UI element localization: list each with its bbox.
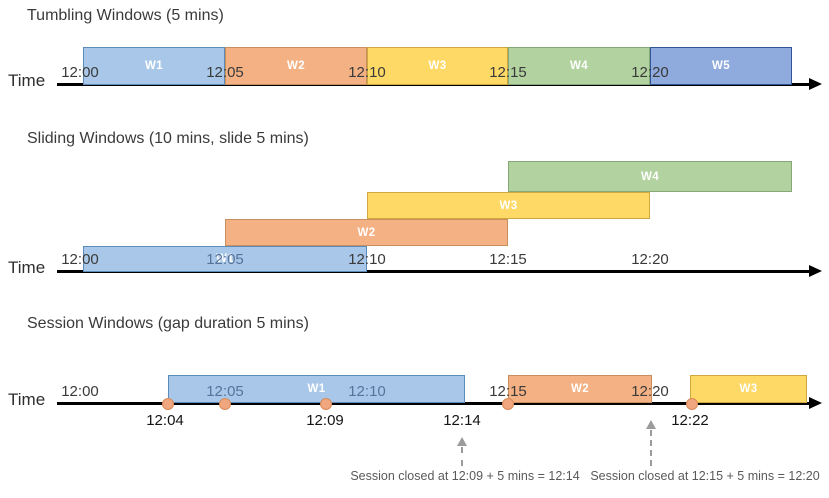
sliding-time-axis-label: Time	[8, 258, 46, 277]
session-event-dot-12-05	[219, 398, 231, 410]
session-event-label-12-14: 12:14	[443, 412, 481, 429]
session-event-label-12-04: 12:04	[146, 412, 184, 429]
sliding-tick-12-00: 12:00	[61, 251, 99, 268]
sliding-window-w2: W2	[225, 219, 508, 246]
tumbling-tick-12-20: 12:20	[631, 64, 669, 81]
tumbling-window-w5-label: W5	[711, 60, 731, 72]
tumbling-window-w4: W4	[508, 47, 650, 85]
annotation-arrow-up-icon	[457, 437, 467, 446]
tumbling-window-w4-label: W4	[569, 60, 589, 72]
session-event-label-12-09: 12:09	[306, 412, 344, 429]
session-tick-12-15: 12:15	[489, 383, 527, 400]
session-tick-12-10: 12:10	[348, 383, 386, 400]
tumbling-window-w3: W3	[367, 47, 508, 85]
tumbling-window-w1-label: W1	[144, 60, 164, 72]
sliding-axis-arrowhead-icon	[809, 265, 822, 277]
tumbling-tick-12-05: 12:05	[206, 64, 244, 81]
tumbling-window-w2: W2	[225, 47, 367, 85]
sliding-section-title: Sliding Windows (10 mins, slide 5 mins)	[27, 130, 309, 147]
session-window-w1-label: W1	[307, 383, 326, 395]
sliding-tick-12-10: 12:10	[348, 251, 386, 268]
tumbling-window-w5: W5	[650, 47, 792, 85]
session-event-dot-12-15	[502, 398, 514, 410]
session-event-dot-12-22	[686, 398, 698, 410]
session-event-label-12-22: 12:22	[671, 412, 709, 429]
tumbling-axis-arrowhead-icon	[809, 78, 822, 90]
tumbling-window-w1: W1	[83, 47, 225, 85]
session-event-dot-12-04	[162, 398, 174, 410]
session-closed-annotation-1: Session closed at 12:09 + 5 mins = 12:14	[350, 469, 580, 483]
session-closed-annotation-2: Session closed at 12:15 + 5 mins = 12:20	[590, 469, 820, 483]
session-event-dot-12-09	[320, 398, 332, 410]
tumbling-window-w3-label: W3	[428, 60, 447, 72]
annotation-arrow-dashed-line	[461, 447, 463, 466]
sliding-window-w1: W1	[83, 246, 367, 272]
sliding-tick-12-15: 12:15	[489, 251, 527, 268]
session-window-w1: W1	[168, 375, 465, 403]
session-tick-12-00: 12:00	[61, 383, 99, 400]
session-window-w2: W2	[508, 375, 652, 403]
session-tick-12-20: 12:20	[631, 383, 669, 400]
session-time-axis	[57, 402, 810, 405]
session-window-w3-label: W3	[739, 383, 758, 395]
sliding-window-w3: W3	[367, 192, 650, 219]
sliding-time-axis	[57, 270, 810, 273]
annotation-arrow-up-icon	[646, 420, 656, 429]
tumbling-window-w2-label: W2	[286, 60, 306, 72]
sliding-window-w4-label: W4	[640, 170, 660, 183]
tumbling-tick-12-15: 12:15	[489, 64, 527, 81]
session-window-w2-label: W2	[570, 383, 590, 395]
sliding-tick-12-20: 12:20	[631, 251, 669, 268]
session-section-title: Session Windows (gap duration 5 mins)	[27, 315, 309, 332]
session-tick-12-05: 12:05	[206, 383, 244, 400]
tumbling-tick-12-10: 12:10	[348, 64, 386, 81]
sliding-window-w2-label: W2	[357, 226, 376, 239]
tumbling-section-title: Tumbling Windows (5 mins)	[27, 7, 224, 24]
session-window-w3: W3	[690, 375, 807, 403]
sliding-tick-12-05: 12:05	[206, 251, 244, 268]
sliding-window-w3-label: W3	[499, 199, 518, 212]
tumbling-tick-12-00: 12:00	[61, 64, 99, 81]
sliding-window-w1-label: W1	[215, 253, 235, 265]
session-axis-arrowhead-icon	[809, 397, 822, 409]
sliding-window-w4: W4	[508, 161, 792, 192]
annotation-arrow-dashed-line	[650, 430, 652, 466]
tumbling-time-axis-label: Time	[8, 71, 46, 90]
session-time-axis-label: Time	[8, 390, 46, 409]
